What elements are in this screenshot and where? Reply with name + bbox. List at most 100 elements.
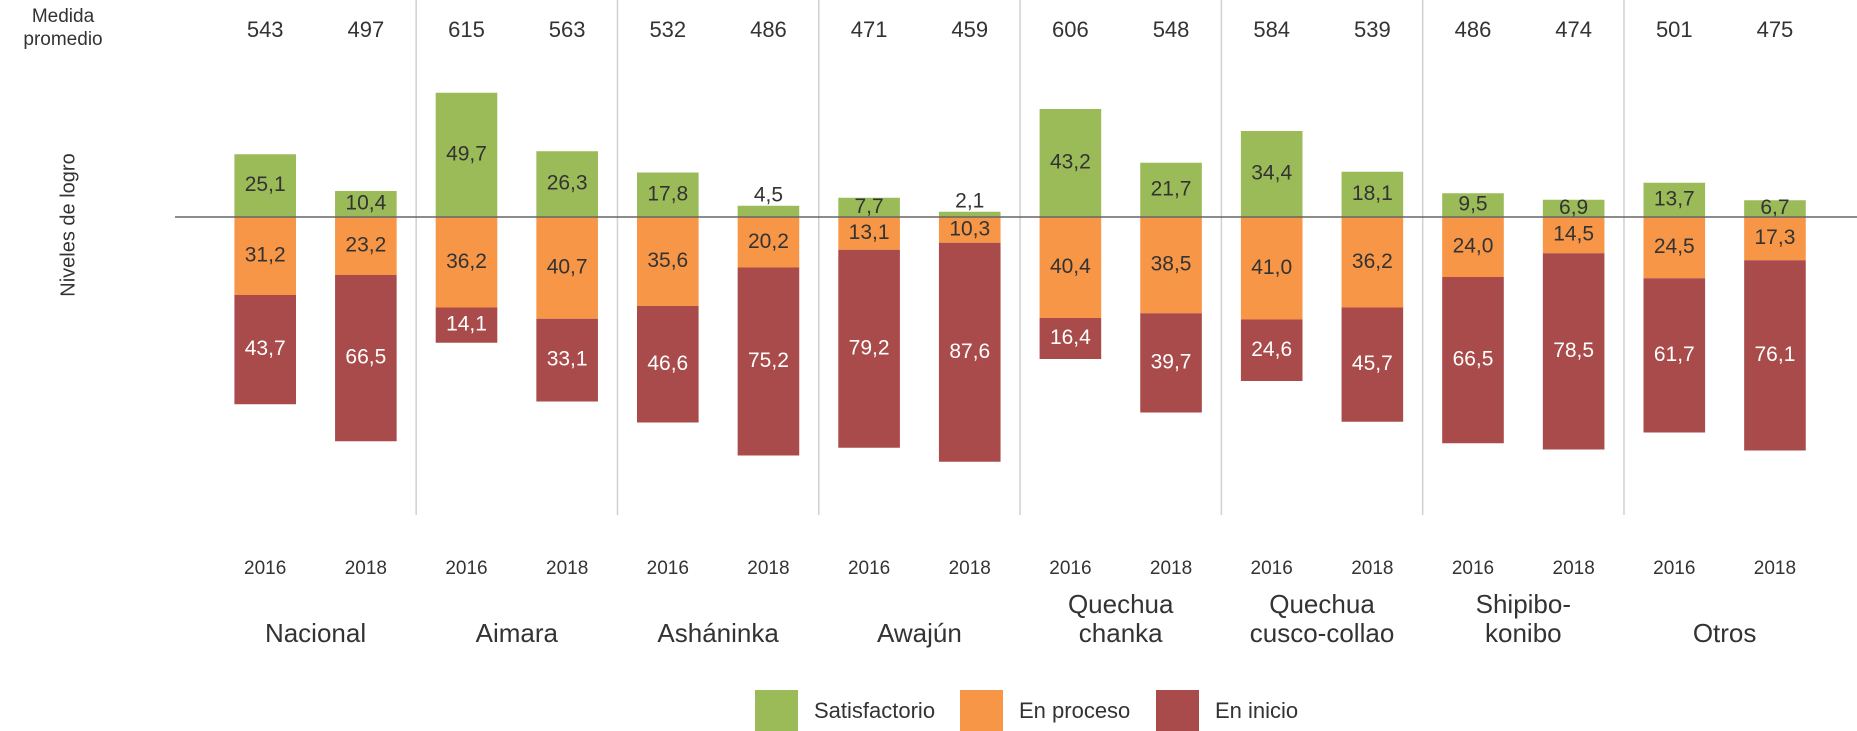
x-tick-label: 2018	[1553, 558, 1595, 579]
data-label: 16,4	[1050, 326, 1091, 349]
data-label: 13,1	[849, 221, 890, 244]
bar-segment	[838, 249, 900, 448]
mean-value: 532	[649, 17, 686, 42]
group-label: Otros	[1693, 618, 1757, 648]
data-label: 46,6	[647, 352, 688, 375]
bar-segment	[1039, 109, 1102, 217]
bar-segment	[1240, 131, 1303, 217]
mean-value: 486	[750, 17, 787, 42]
legend-swatch	[960, 690, 1003, 731]
data-label: 14,1	[446, 313, 487, 336]
bar-segment	[637, 217, 699, 306]
x-tick-label: 2016	[1653, 558, 1695, 579]
x-tick-label: 2018	[1351, 558, 1393, 579]
data-label: 24,0	[1453, 235, 1494, 258]
group-label: Quechua	[1269, 589, 1375, 619]
x-tick-label: 2018	[546, 558, 588, 579]
data-label: 21,7	[1151, 177, 1192, 200]
data-label: 49,7	[446, 142, 487, 165]
bar-segment	[1140, 162, 1202, 217]
bar-segment	[1442, 277, 1504, 444]
data-label: 24,5	[1654, 235, 1695, 258]
bar-segment	[1039, 217, 1102, 318]
group-label: Asháninka	[657, 618, 779, 648]
group-label: Nacional	[265, 618, 366, 648]
mean-value: 584	[1253, 17, 1290, 42]
x-tick-label: 2016	[647, 558, 689, 579]
data-label: 20,2	[748, 230, 789, 253]
data-label: 38,5	[1151, 253, 1192, 276]
x-tick-label: 2016	[848, 558, 890, 579]
data-label: 87,6	[949, 340, 990, 363]
bar-segment	[1442, 193, 1504, 217]
bar-segment	[838, 197, 900, 217]
data-label: 6,7	[1760, 196, 1789, 219]
data-label: 33,1	[547, 348, 588, 371]
data-label: 17,3	[1755, 226, 1796, 249]
bar-segment	[1341, 217, 1404, 308]
x-tick-label: 2016	[1049, 558, 1091, 579]
bar-segment	[234, 154, 296, 217]
group-label: Shipibo-	[1476, 589, 1571, 619]
bar-segment	[335, 191, 397, 217]
data-label: 79,2	[849, 336, 890, 359]
bar-segment	[435, 307, 498, 343]
mean-value: 497	[347, 17, 384, 42]
mean-value: 471	[851, 17, 888, 42]
bar-segment	[938, 242, 1001, 462]
data-label: 40,4	[1050, 255, 1091, 278]
group-label: cusco-collao	[1250, 618, 1395, 648]
bar-segment	[335, 217, 397, 275]
data-label: 39,7	[1151, 350, 1192, 373]
data-label: 61,7	[1654, 343, 1695, 366]
bar-segment	[737, 267, 800, 456]
bar-segment	[234, 295, 296, 405]
y-axis-label: Niveles de logro	[57, 153, 79, 296]
bar-segment	[1643, 217, 1706, 279]
x-tick-label: 2016	[244, 558, 286, 579]
legend-label: En inicio	[1215, 698, 1298, 723]
mean-value: 475	[1757, 17, 1794, 42]
mean-value: 606	[1052, 17, 1089, 42]
data-label: 17,8	[647, 182, 688, 205]
bar-segment	[1643, 182, 1706, 217]
mean-value: 459	[951, 17, 988, 42]
mean-value: 474	[1555, 17, 1592, 42]
bar-segment	[838, 217, 900, 250]
data-label: 2,1	[955, 189, 984, 212]
data-label: 23,2	[345, 234, 386, 257]
mean-value: 563	[549, 17, 586, 42]
group-label: Aimara	[476, 618, 559, 648]
means-label: Medida	[32, 6, 95, 27]
x-tick-label: 2018	[1150, 558, 1192, 579]
mean-value: 548	[1153, 17, 1190, 42]
group-label: Quechua	[1068, 589, 1174, 619]
x-tick-label: 2018	[345, 558, 387, 579]
group-label: Awajún	[877, 618, 962, 648]
means-label: promedio	[23, 29, 102, 50]
data-label: 6,9	[1559, 196, 1588, 219]
data-label: 41,0	[1251, 256, 1292, 279]
x-tick-label: 2018	[1754, 558, 1796, 579]
data-label: 40,7	[547, 255, 588, 278]
bar-segment	[1140, 217, 1202, 314]
bar-segment	[737, 217, 800, 268]
data-label: 10,4	[345, 192, 386, 215]
legend-label: En proceso	[1019, 698, 1130, 723]
data-label: 35,6	[647, 249, 688, 272]
x-tick-label: 2016	[1251, 558, 1293, 579]
bar-segment	[435, 92, 498, 217]
data-label: 25,1	[245, 173, 286, 196]
bar-segment	[335, 275, 397, 442]
bar-segment	[1341, 171, 1404, 217]
bar-segment	[435, 217, 498, 308]
bar-segment	[1643, 278, 1706, 433]
legend-swatch	[755, 690, 798, 731]
bar-segment	[637, 172, 699, 217]
data-label: 43,2	[1050, 151, 1091, 174]
bar-segment	[637, 306, 699, 423]
data-label: 36,2	[1352, 250, 1393, 273]
bar-segment	[737, 205, 800, 217]
bar-segment	[1442, 217, 1504, 277]
x-tick-label: 2016	[445, 558, 487, 579]
